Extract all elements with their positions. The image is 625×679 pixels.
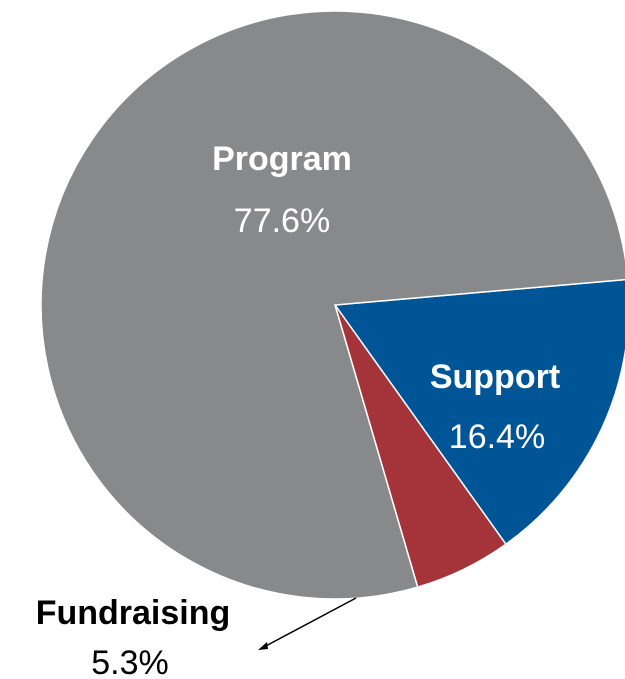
support-label: Support <box>430 358 560 396</box>
program-value: 77.6% <box>234 202 330 240</box>
fundraising-leader-line <box>261 597 357 649</box>
fundraising-leader-arrowhead <box>258 642 268 650</box>
support-value: 16.4% <box>449 418 545 456</box>
pie-slice-program <box>40 10 625 600</box>
pie-slices <box>40 10 625 600</box>
pie-slice-support <box>333 278 625 546</box>
program-label: Program <box>212 140 352 178</box>
fundraising-label: Fundraising <box>36 594 231 632</box>
fundraising-value: 5.3% <box>91 644 169 679</box>
